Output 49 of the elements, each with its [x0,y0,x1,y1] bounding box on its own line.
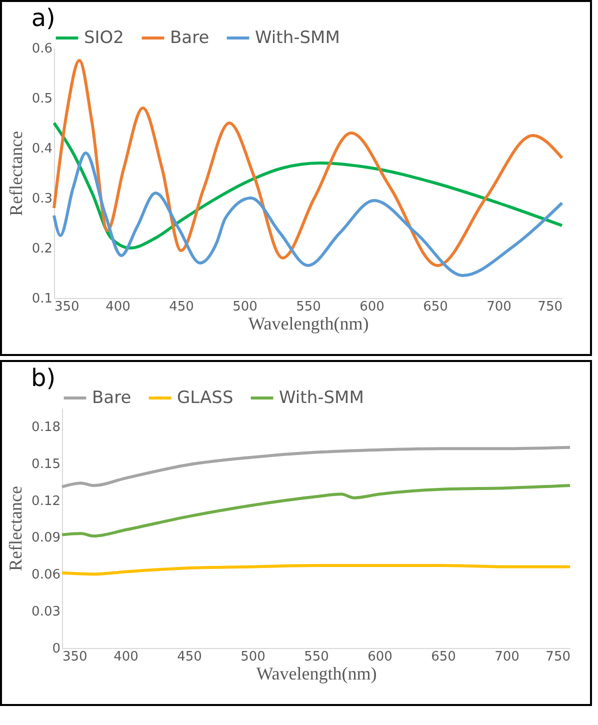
y-tick-label: 0.6 [32,42,52,56]
y-tick-label: 0.18 [32,420,60,435]
line-series [60,446,572,488]
x-tick-label: 400 [106,300,130,314]
y-tick-label: 0.5 [32,92,52,106]
chart-title: b) [31,364,56,392]
y-tick-label: 0.15 [32,456,60,472]
x-tick-label: 500 [240,650,266,664]
legend-label: GLASS [177,388,234,408]
x-tick-label: 700 [486,300,512,314]
x-tick-label: 600 [368,650,392,664]
x-tick-label: 350 [54,300,80,314]
x-tick-label: 450 [169,300,194,314]
y-axis-title: Reflectance [6,131,26,216]
line-series [52,59,564,267]
x-tick-label: 650 [423,300,448,314]
x-tick-label: 500 [232,300,258,314]
x-tick-label: 600 [360,300,384,314]
legend-label: SIO2 [84,28,124,48]
y-tick-label: 0 [52,642,60,656]
line-series [60,564,572,576]
y-tick-label: 0.4 [32,142,52,156]
legend-label: Bare [170,28,210,48]
line-series [60,484,572,538]
y-tick-label: 0.03 [32,604,60,620]
x-tick-label: 750 [538,300,562,314]
legend-label: With-SMM [255,28,340,48]
y-tick-label: 0.12 [32,494,60,509]
x-axis-title: Wavelength(nm) [248,314,369,334]
y-tick-label: 0.1 [32,292,52,306]
y-axis-title: Reflectance [6,486,26,571]
x-tick-label: 550 [304,650,329,664]
x-tick-label: 450 [177,650,202,664]
y-tick-label: 0.09 [32,530,60,546]
x-tick-label: 650 [431,650,456,664]
legend-label: With-SMM [279,388,364,408]
x-tick-label: 700 [494,650,520,664]
x-tick-label: 400 [114,650,138,664]
line-series [52,122,564,250]
y-tick-label: 0.3 [32,192,52,206]
x-axis-title: Wavelength(nm) [256,664,377,684]
legend-label: Bare [92,388,132,408]
x-tick-label: 550 [296,300,321,314]
chart-title: a) [31,4,56,32]
y-tick-label: 0.06 [32,568,60,583]
line-series [52,152,564,277]
x-tick-label: 750 [546,650,570,664]
x-tick-label: 350 [62,650,88,664]
y-tick-label: 0.2 [32,242,52,256]
